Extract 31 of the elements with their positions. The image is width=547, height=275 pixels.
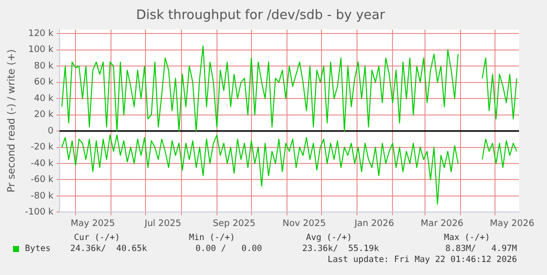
y-axis-title: Pr second read (-) / write (+) bbox=[6, 49, 18, 193]
legend-label: Bytes bbox=[24, 244, 51, 254]
x-tick-label: Nov 2025 bbox=[282, 218, 326, 229]
x-tick-label: Jul 2025 bbox=[144, 218, 182, 229]
y-tick-label: 20 k bbox=[34, 110, 54, 120]
y-tick-label: -60 k bbox=[30, 175, 54, 186]
x-tick-label: May 2025 bbox=[70, 218, 115, 229]
y-tick-label: 120 k bbox=[28, 29, 54, 39]
text: Avg (-/+) bbox=[304, 233, 354, 243]
text: 24.36k/ 40.65k bbox=[70, 244, 147, 254]
y-tick-label: 100 k bbox=[28, 45, 54, 56]
text: Min (-/+) bbox=[188, 233, 236, 243]
text: Last update: Fri May 22 01:46:12 2026 bbox=[328, 255, 517, 265]
y-tick-label: 60 k bbox=[34, 78, 54, 88]
y-tick-label: -80 k bbox=[30, 191, 54, 202]
x-tick-label: Sep 2025 bbox=[212, 218, 256, 229]
text: Max (-/+) bbox=[442, 233, 492, 243]
x-tick-label: May 2026 bbox=[490, 218, 535, 229]
text: 0.00 / 0.00 bbox=[194, 244, 262, 254]
chart-title: Disk throughput for /dev/sdb - by year bbox=[136, 8, 386, 24]
text: 23.36k/ 55.19k bbox=[301, 244, 379, 254]
y-tick-label: -20 k bbox=[30, 142, 54, 153]
x-tick-label: Jan 2026 bbox=[353, 218, 394, 229]
text: Cur (-/+) bbox=[72, 233, 122, 243]
x-tick-label: Mar 2026 bbox=[420, 218, 464, 229]
y-tick-label: 40 k bbox=[34, 94, 54, 104]
y-tick-label: 80 k bbox=[34, 61, 54, 72]
y-tick-label: -40 k bbox=[30, 158, 54, 169]
y-tick-label: 0 bbox=[48, 126, 54, 136]
y-tick-label: -100 k bbox=[25, 208, 54, 218]
text: 8.83M/ 4.97M bbox=[444, 244, 517, 254]
